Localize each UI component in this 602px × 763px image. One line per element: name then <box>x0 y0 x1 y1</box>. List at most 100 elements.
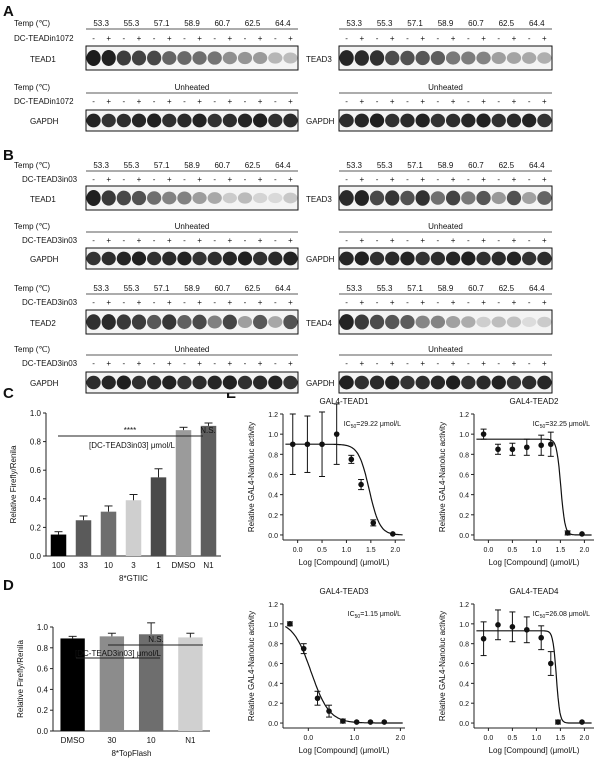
panel-label-d: D <box>3 577 14 594</box>
y-tick-label: 1.0 <box>268 622 278 629</box>
ic50-value: =32.25 μmol/L <box>545 421 590 428</box>
treatment-sign: + <box>106 97 111 106</box>
blot-band <box>116 314 131 330</box>
blot-band <box>283 375 298 390</box>
gapdh-label: GAPDH <box>306 117 335 126</box>
blot-band <box>385 190 400 206</box>
concentration-note: [DC-TEAD3in03] μmol/L <box>89 441 176 450</box>
blot-band <box>491 52 506 64</box>
blot-band <box>430 375 446 390</box>
blot-band <box>116 50 131 66</box>
data-point <box>358 481 364 488</box>
treatment-sign: - <box>213 298 216 307</box>
blot-band <box>116 375 131 390</box>
treatment-sign: + <box>228 97 233 106</box>
x-axis-label: 8*GTIIC <box>119 574 148 583</box>
x-tick-label: 2.0 <box>396 735 406 742</box>
blot-band <box>147 314 162 330</box>
treatment-sign: - <box>376 298 379 307</box>
blot-band <box>430 50 446 66</box>
blot-band <box>522 251 537 266</box>
ic50-subscript: 50 <box>351 424 357 430</box>
data-point <box>390 531 396 537</box>
treatment-sign: + <box>481 236 486 245</box>
blot-band <box>476 190 491 206</box>
blot-band <box>131 113 147 128</box>
y-tick-label: 1.2 <box>459 412 469 419</box>
temp-label: 58.9 <box>438 19 454 28</box>
ic50-value: =29.22 μmol/L <box>356 421 401 428</box>
data-point <box>340 718 346 724</box>
dose-response-chart: GAL4-TEAD1 0.0 0.2 0.4 0.6 0.8 1.0 1.2 0.0 0.5 1.0… <box>247 397 405 567</box>
gapdh-label: GAPDH <box>30 379 59 388</box>
blot-band <box>491 191 506 205</box>
temp-label: 55.3 <box>124 161 140 170</box>
blot-band <box>237 316 253 328</box>
blot-band <box>354 50 369 66</box>
blot-band <box>253 113 268 128</box>
y-tick-label: 0.2 <box>459 513 469 520</box>
chart-title: GAL4-TEAD2 <box>510 397 559 406</box>
blot-band <box>86 190 101 206</box>
temp-label: 57.1 <box>407 19 423 28</box>
blot-band <box>430 191 446 205</box>
blot-band <box>147 375 162 390</box>
bar-chart-c: 0.0 0.2 0.4 0.6 0.8 1.0 100 33 10 3 1 DMSO N1 8*GTIIC… <box>9 409 221 583</box>
blot-band <box>385 375 400 390</box>
blot-band <box>415 251 430 266</box>
temp-label: 64.4 <box>275 19 291 28</box>
blot-band <box>192 191 207 205</box>
fit-curve <box>285 443 403 536</box>
ic50-label: IC50=32.25 μmol/L <box>533 421 590 430</box>
data-point <box>480 431 487 437</box>
chart-title: GAL4-TEAD1 <box>320 397 369 406</box>
blot-band <box>162 51 177 65</box>
treatment-sign: - <box>467 298 470 307</box>
treatment-sign: + <box>481 359 486 368</box>
treatment-sign: - <box>153 97 156 106</box>
blot-band <box>354 113 369 128</box>
ic50-prefix: IC <box>344 421 351 428</box>
ic50-label: IC50=26.08 μmol/L <box>533 611 590 620</box>
blot-band <box>461 51 476 65</box>
x-tick-label: 1.0 <box>349 735 359 742</box>
treatment-sign: + <box>512 97 517 106</box>
treatment-sign: - <box>244 175 247 184</box>
y-axis-label: Relative GAL4-Nanoluc activity <box>247 611 256 721</box>
unheated-label: Unheated <box>428 83 463 92</box>
concentration-note: [DC-TEAD3in03] μmol/L <box>75 649 162 658</box>
y-axis-label: Relative GAL4-Nanoluc activity <box>247 422 256 532</box>
gapdh-label: GAPDH <box>306 379 335 388</box>
treatment-sign: + <box>167 34 172 43</box>
treatment-sign: - <box>467 236 470 245</box>
temp-label: 55.3 <box>377 19 393 28</box>
temp-label: 57.1 <box>407 161 423 170</box>
temp-label: 58.9 <box>438 284 454 293</box>
blot-band <box>222 51 237 65</box>
temp-label: 60.7 <box>214 284 230 293</box>
treatment-sign: - <box>213 359 216 368</box>
treatment-sign: + <box>420 298 425 307</box>
treatment-sign: - <box>123 97 126 106</box>
treatment-sign: + <box>106 298 111 307</box>
temp-axis-label: Temp (℃) <box>14 161 50 170</box>
y-tick-label: 0.8 <box>268 642 278 649</box>
temp-label: 53.3 <box>346 284 362 293</box>
x-tick-label: 1.0 <box>532 735 542 742</box>
treatment-sign: - <box>437 97 440 106</box>
blot-band <box>207 375 222 390</box>
treatment-sign: - <box>244 359 247 368</box>
bar <box>200 425 217 556</box>
blot-band <box>369 50 385 66</box>
blot-band <box>476 51 491 65</box>
treatment-sign: - <box>528 359 531 368</box>
treatment-sign: + <box>228 175 233 184</box>
treatment-sign: + <box>106 359 111 368</box>
y-tick-label: 1.2 <box>268 602 278 609</box>
blot-band <box>131 375 147 390</box>
blot-band <box>491 316 506 328</box>
treatment-sign: + <box>512 34 517 43</box>
treatment-sign: - <box>437 34 440 43</box>
data-point <box>287 621 293 627</box>
data-point <box>353 719 360 725</box>
